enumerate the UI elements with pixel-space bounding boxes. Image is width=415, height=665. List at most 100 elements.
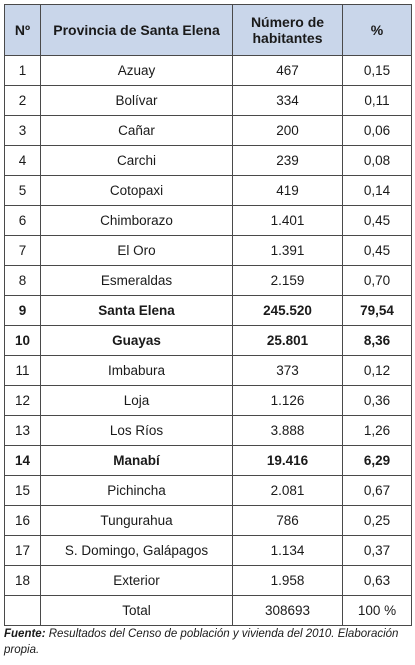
inhabitants-cell: 1.401 bbox=[232, 205, 343, 236]
province-cell: Cañar bbox=[40, 115, 233, 146]
row-number: 7 bbox=[4, 235, 41, 266]
inhabitants-cell: 19.416 bbox=[232, 445, 343, 476]
table-row: 18 Exterior 1.958 0,63 bbox=[4, 565, 412, 596]
table-row: 2 Bolívar 334 0,11 bbox=[4, 85, 412, 116]
province-cell: Carchi bbox=[40, 145, 233, 176]
row-number: 6 bbox=[4, 205, 41, 236]
row-number: 8 bbox=[4, 265, 41, 296]
province-cell: Los Ríos bbox=[40, 415, 233, 446]
col-header-inhabitants: Número de habitantes bbox=[232, 4, 343, 56]
percent-cell: 0,12 bbox=[342, 355, 412, 386]
inhabitants-cell: 1.391 bbox=[232, 235, 343, 266]
percent-cell: 8,36 bbox=[342, 325, 412, 356]
province-cell: Chimborazo bbox=[40, 205, 233, 236]
row-number: 2 bbox=[4, 85, 41, 116]
inhabitants-cell: 200 bbox=[232, 115, 343, 146]
row-number: 4 bbox=[4, 145, 41, 176]
percent-cell: 0,67 bbox=[342, 475, 412, 506]
province-cell: Cotopaxi bbox=[40, 175, 233, 206]
table-row: 7 El Oro 1.391 0,45 bbox=[4, 235, 412, 266]
table-row: 17 S. Domingo, Galápagos 1.134 0,37 bbox=[4, 535, 412, 566]
table-footer: Total 308693 100 % bbox=[4, 595, 412, 626]
province-cell: Azuay bbox=[40, 55, 233, 86]
total-inhabitants: 308693 bbox=[232, 595, 343, 626]
col-header-number: Nº bbox=[4, 4, 41, 56]
province-cell: Loja bbox=[40, 385, 233, 416]
province-cell: Esmeraldas bbox=[40, 265, 233, 296]
table-row: 16 Tungurahua 786 0,25 bbox=[4, 505, 412, 536]
table-row: 11 Imbabura 373 0,12 bbox=[4, 355, 412, 386]
source-text: Resultados del Censo de población y vivi… bbox=[4, 628, 399, 656]
source-note: Fuente: Resultados del Censo de població… bbox=[4, 626, 411, 658]
table-row: 8 Esmeraldas 2.159 0,70 bbox=[4, 265, 412, 296]
row-number: 9 bbox=[4, 295, 41, 326]
province-cell: Bolívar bbox=[40, 85, 233, 116]
percent-cell: 0,70 bbox=[342, 265, 412, 296]
total-number-cell bbox=[4, 595, 41, 626]
inhabitants-cell: 245.520 bbox=[232, 295, 343, 326]
province-cell: El Oro bbox=[40, 235, 233, 266]
inhabitants-cell: 25.801 bbox=[232, 325, 343, 356]
table-row: 5 Cotopaxi 419 0,14 bbox=[4, 175, 412, 206]
percent-cell: 0,45 bbox=[342, 235, 412, 266]
col-header-percent: % bbox=[342, 4, 412, 56]
percent-cell: 0,08 bbox=[342, 145, 412, 176]
table-row: 15 Pichincha 2.081 0,67 bbox=[4, 475, 412, 506]
percent-cell: 1,26 bbox=[342, 415, 412, 446]
row-number: 11 bbox=[4, 355, 41, 386]
percent-cell: 79,54 bbox=[342, 295, 412, 326]
inhabitants-cell: 334 bbox=[232, 85, 343, 116]
table-row: 4 Carchi 239 0,08 bbox=[4, 145, 412, 176]
row-number: 14 bbox=[4, 445, 41, 476]
row-number: 10 bbox=[4, 325, 41, 356]
inhabitants-cell: 1.958 bbox=[232, 565, 343, 596]
province-cell: Guayas bbox=[40, 325, 233, 356]
row-number: 16 bbox=[4, 505, 41, 536]
province-cell: Manabí bbox=[40, 445, 233, 476]
inhabitants-cell: 1.126 bbox=[232, 385, 343, 416]
row-number: 3 bbox=[4, 115, 41, 146]
inhabitants-cell: 1.134 bbox=[232, 535, 343, 566]
table-header: Nº Provincia de Santa Elena Número de ha… bbox=[4, 4, 412, 56]
row-number: 5 bbox=[4, 175, 41, 206]
province-cell: Exterior bbox=[40, 565, 233, 596]
province-cell: S. Domingo, Galápagos bbox=[40, 535, 233, 566]
inhabitants-cell: 786 bbox=[232, 505, 343, 536]
table-row: 9 Santa Elena 245.520 79,54 bbox=[4, 295, 412, 326]
percent-cell: 0,36 bbox=[342, 385, 412, 416]
inhabitants-cell: 2.081 bbox=[232, 475, 343, 506]
percent-cell: 0,45 bbox=[342, 205, 412, 236]
table-row: 10 Guayas 25.801 8,36 bbox=[4, 325, 412, 356]
percent-cell: 0,06 bbox=[342, 115, 412, 146]
total-percent: 100 % bbox=[342, 595, 412, 626]
inhabitants-cell: 239 bbox=[232, 145, 343, 176]
table-row: 3 Cañar 200 0,06 bbox=[4, 115, 412, 146]
percent-cell: 0,25 bbox=[342, 505, 412, 536]
header-row: Nº Provincia de Santa Elena Número de ha… bbox=[4, 4, 412, 56]
total-row: Total 308693 100 % bbox=[4, 595, 412, 626]
percent-cell: 0,37 bbox=[342, 535, 412, 566]
percent-cell: 0,14 bbox=[342, 175, 412, 206]
row-number: 18 bbox=[4, 565, 41, 596]
inhabitants-cell: 419 bbox=[232, 175, 343, 206]
row-number: 13 bbox=[4, 415, 41, 446]
table-row: 14 Manabí 19.416 6,29 bbox=[4, 445, 412, 476]
table-row: 12 Loja 1.126 0,36 bbox=[4, 385, 412, 416]
population-table: Nº Provincia de Santa Elena Número de ha… bbox=[4, 4, 412, 626]
province-cell: Tungurahua bbox=[40, 505, 233, 536]
table-row: 1 Azuay 467 0,15 bbox=[4, 55, 412, 86]
inhabitants-cell: 467 bbox=[232, 55, 343, 86]
row-number: 12 bbox=[4, 385, 41, 416]
inhabitants-cell: 2.159 bbox=[232, 265, 343, 296]
inhabitants-cell: 3.888 bbox=[232, 415, 343, 446]
row-number: 1 bbox=[4, 55, 41, 86]
inhabitants-cell: 373 bbox=[232, 355, 343, 386]
source-label: Fuente: bbox=[4, 628, 46, 640]
province-cell: Pichincha bbox=[40, 475, 233, 506]
percent-cell: 6,29 bbox=[342, 445, 412, 476]
table-row: 13 Los Ríos 3.888 1,26 bbox=[4, 415, 412, 446]
percent-cell: 0,11 bbox=[342, 85, 412, 116]
row-number: 17 bbox=[4, 535, 41, 566]
province-cell: Santa Elena bbox=[40, 295, 233, 326]
total-label: Total bbox=[40, 595, 233, 626]
